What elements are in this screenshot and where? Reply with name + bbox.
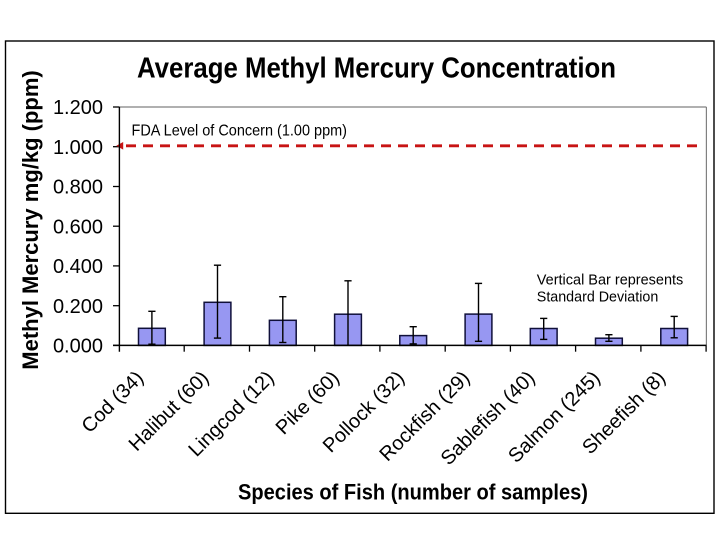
svg-text:0.000: 0.000 xyxy=(53,336,103,358)
svg-text:Vertical Bar represents: Vertical Bar represents xyxy=(537,271,684,288)
svg-text:Methyl Mercury mg/kg (ppm): Methyl Mercury mg/kg (ppm) xyxy=(18,70,43,369)
svg-text:Species of Fish (number of sa: Species of Fish (number of samples) xyxy=(238,480,588,505)
svg-text:0.600: 0.600 xyxy=(53,216,103,238)
svg-text:0.200: 0.200 xyxy=(53,296,103,318)
svg-text:FDA Level of Concern (1.00 ppm: FDA Level of Concern (1.00 ppm) xyxy=(132,123,348,140)
svg-text:0.800: 0.800 xyxy=(53,177,103,199)
svg-text:Standard Deviation: Standard Deviation xyxy=(537,289,659,306)
svg-text:Average Methyl Mercury Concent: Average Methyl Mercury Concentration xyxy=(137,53,616,85)
svg-text:1.000: 1.000 xyxy=(53,137,103,159)
svg-text:0.400: 0.400 xyxy=(53,256,103,278)
svg-text:1.200: 1.200 xyxy=(53,97,103,119)
